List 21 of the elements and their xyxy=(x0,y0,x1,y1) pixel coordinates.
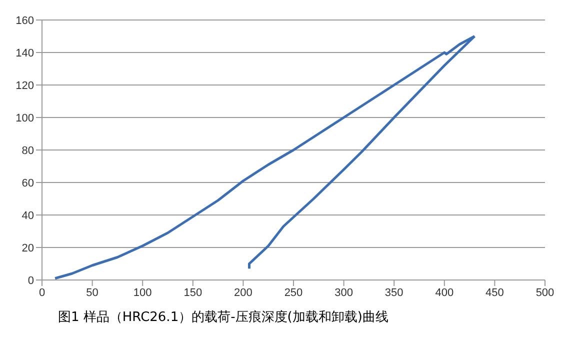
x-tick-label: 300 xyxy=(334,286,353,299)
y-tick-label: 160 xyxy=(16,14,34,27)
x-tick-label: 350 xyxy=(384,286,404,299)
text: 图1 样品（HRC26.1）的载荷-压痕深度(加载和卸载)曲线 xyxy=(58,309,390,326)
x-tick-label: 400 xyxy=(435,286,454,299)
x-tick-label: 500 xyxy=(536,286,554,299)
y-tick-label: 20 xyxy=(22,242,34,254)
x-tick-label: 250 xyxy=(284,286,303,299)
x-tick-label: 450 xyxy=(486,286,504,299)
x-tick-label: 100 xyxy=(133,286,152,299)
x-tick-label: 50 xyxy=(86,286,98,299)
y-tick-label: 140 xyxy=(16,47,34,60)
x-tick-label: 200 xyxy=(234,286,252,299)
y-tick-label: 0 xyxy=(28,274,34,287)
x-tick-label: 0 xyxy=(38,286,46,299)
y-tick-label: 40 xyxy=(22,210,34,222)
y-tick-label: 120 xyxy=(16,80,34,92)
y-tick-label: 100 xyxy=(16,112,34,124)
y-tick-label: 60 xyxy=(22,177,34,190)
x-tick-label: 150 xyxy=(184,286,202,299)
y-tick-label: 80 xyxy=(22,144,34,157)
